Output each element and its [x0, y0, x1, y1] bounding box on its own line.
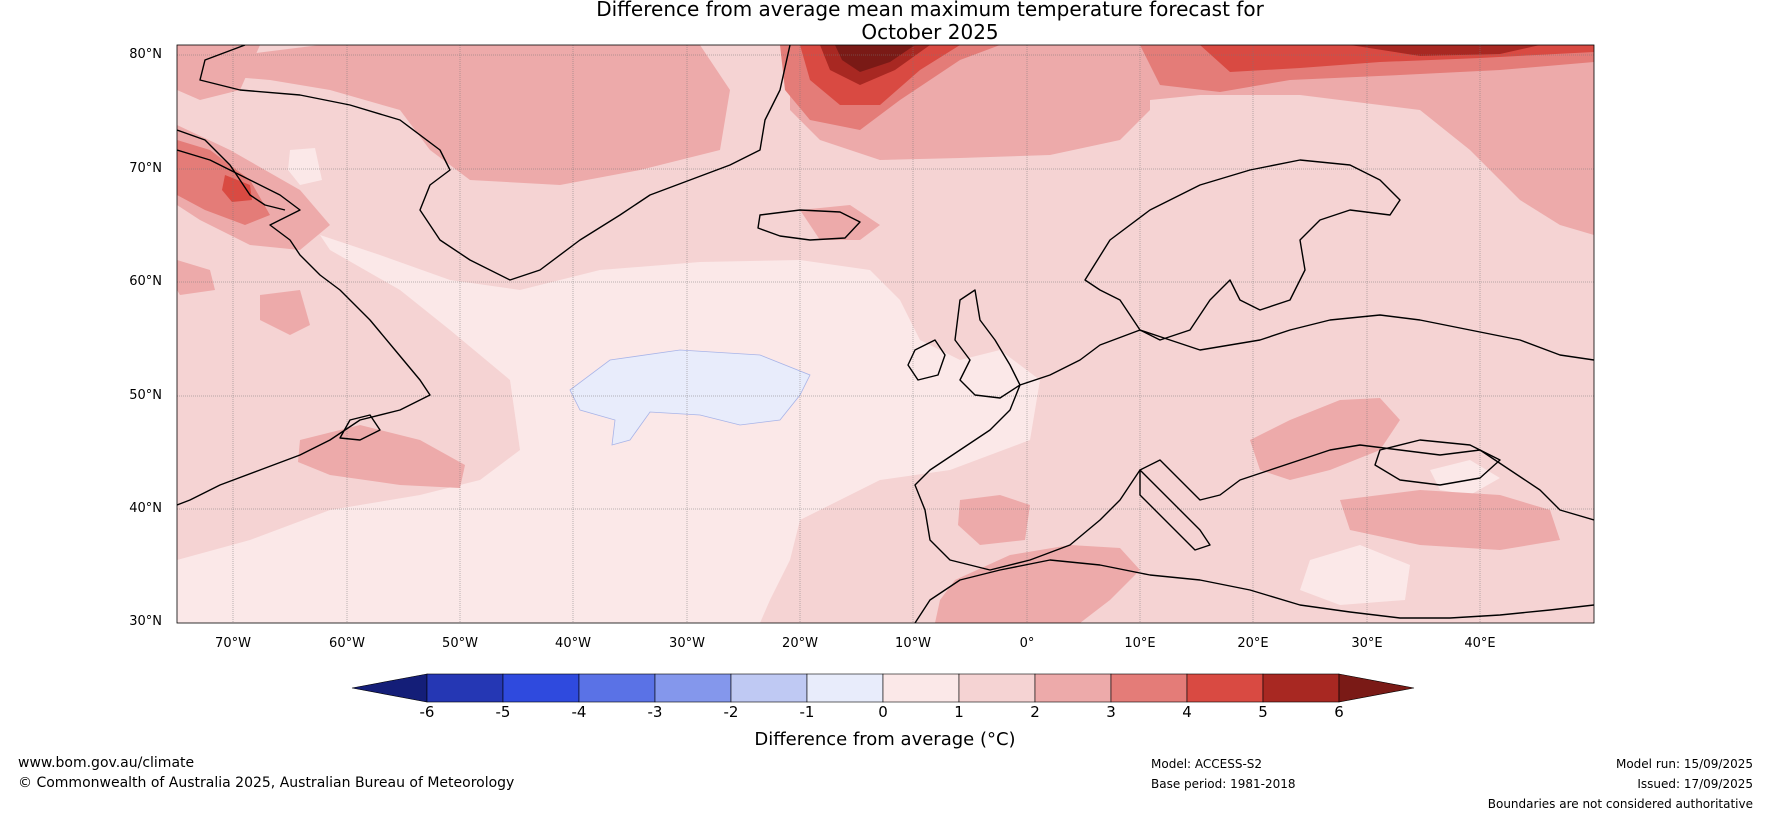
map-frame: [176, 44, 1595, 624]
greenland-coast: [199, 45, 791, 281]
colorbar-segment: [426, 673, 504, 703]
copyright-text: © Commonwealth of Australia 2025, Austra…: [18, 775, 515, 791]
lon-label-30w: 30°W: [669, 636, 705, 651]
iceland-coast: [757, 209, 861, 241]
europe-coast: [914, 384, 1594, 571]
colorbar-segment: [578, 673, 656, 703]
model-name: Model: ACCESS-S2: [1151, 757, 1263, 771]
colorbar-segment: [654, 673, 732, 703]
lon-label-40e: 40°E: [1464, 636, 1496, 651]
map-title-line1: Difference from average mean maximum tem…: [596, 0, 1264, 21]
lat-label-40n: 40°N: [129, 501, 162, 516]
colorbar-tick: 3: [1106, 703, 1116, 721]
coastlines: [177, 45, 1594, 623]
lat-label-60n: 60°N: [129, 274, 162, 289]
colorbar-extend-low: [351, 673, 428, 703]
lat-label-50n: 50°N: [129, 388, 162, 403]
lon-label-20w: 20°W: [782, 636, 818, 651]
colorbar-segment: [502, 673, 580, 703]
anomaly-band-2-3: [200, 45, 730, 185]
colorbar-segment: [1262, 673, 1340, 703]
anomaly-field: [177, 45, 1594, 623]
lon-label-60w: 60°W: [329, 636, 365, 651]
graticule: [177, 45, 1594, 623]
lon-label-0: 0°: [1019, 636, 1035, 651]
model-run-date: Model run: 15/09/2025: [1615, 757, 1753, 771]
lon-label-50w: 50°W: [442, 636, 478, 651]
base-period: Base period: 1981-2018: [1151, 777, 1296, 791]
ireland-coast: [907, 339, 946, 381]
colorbar-tick: -2: [723, 703, 739, 721]
lat-label-30n: 30°N: [129, 614, 162, 629]
colorbar-label: Difference from average (°C): [754, 729, 1016, 750]
colorbar-tick: 6: [1334, 703, 1344, 721]
anomaly-band-0-1: [177, 235, 1040, 623]
anomaly-band-over-6: [835, 45, 915, 72]
lon-label-40w: 40°W: [555, 636, 591, 651]
colorbar-segment: [1186, 673, 1264, 703]
colorbar-segment: [730, 673, 808, 703]
colorbar-segment: [1110, 673, 1188, 703]
uk-coast: [954, 289, 1021, 399]
anomaly-band-neg1-0: [569, 349, 811, 446]
black-sea-coast: [1374, 439, 1501, 486]
scandinavia-coast: [1084, 159, 1401, 341]
colorbar-segment: [958, 673, 1036, 703]
colorbar-tick: -6: [419, 703, 435, 721]
boundaries-disclaimer: Boundaries are not considered authoritat…: [1487, 797, 1753, 811]
map-title: Difference from average mean maximum tem…: [0, 0, 1770, 44]
colorbar-tick: -4: [571, 703, 587, 721]
website-link[interactable]: www.bom.gov.au/climate: [18, 755, 195, 771]
colorbar-extend-high: [1338, 673, 1415, 703]
lon-label-30e: 30°E: [1351, 636, 1383, 651]
colorbar-tick: 1: [954, 703, 964, 721]
italy-coast: [1139, 469, 1211, 551]
lon-label-70w: 70°W: [215, 636, 251, 651]
map-title-line2: October 2025: [861, 20, 999, 44]
colorbar-tick: 5: [1258, 703, 1268, 721]
lon-label-20e: 20°E: [1237, 636, 1269, 651]
lon-label-10w: 10°W: [895, 636, 931, 651]
colorbar-tick: -3: [647, 703, 663, 721]
lat-label-80n: 80°N: [129, 47, 162, 62]
colorbar-tick: 4: [1182, 703, 1192, 721]
colorbar-tick: 0: [878, 703, 888, 721]
colorbar-segment: [882, 673, 960, 703]
issued-date: Issued: 17/09/2025: [1637, 777, 1753, 791]
colorbar-tick: -5: [495, 703, 511, 721]
north-america-coast: [177, 149, 431, 506]
colorbar-segment: [806, 673, 884, 703]
colorbar-tick: -1: [799, 703, 815, 721]
colorbar-segment: [1034, 673, 1112, 703]
colorbar: [351, 673, 1415, 703]
lon-label-10e: 10°E: [1124, 636, 1156, 651]
lat-label-70n: 70°N: [129, 161, 162, 176]
colorbar-tick: 2: [1030, 703, 1040, 721]
north-africa-coast: [914, 559, 1594, 623]
